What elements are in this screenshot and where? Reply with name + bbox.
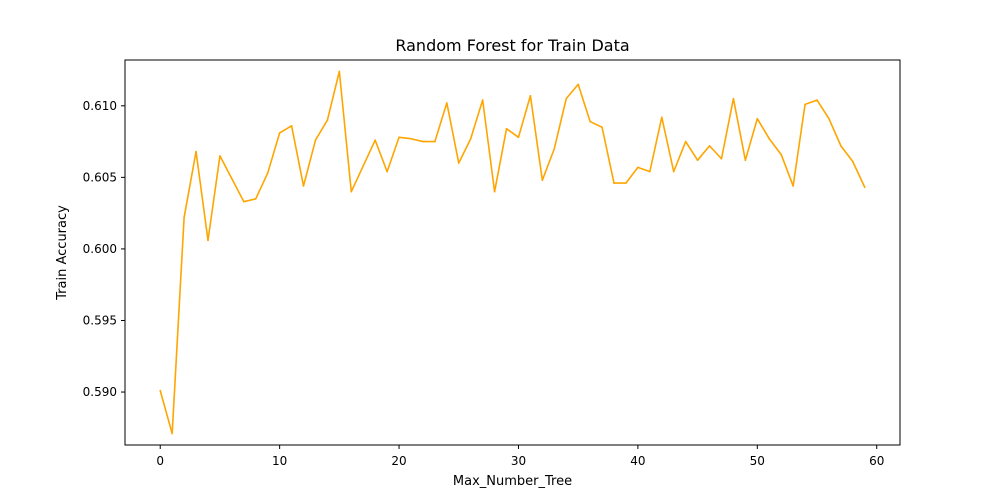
x-tick-label: 10 (272, 454, 287, 468)
data-point (780, 153, 782, 156)
data-point (768, 137, 771, 140)
y-tick-label: 0.595 (83, 313, 117, 327)
data-point (493, 190, 496, 193)
chart-title: Random Forest for Train Data (395, 36, 629, 55)
data-point (266, 172, 269, 174)
x-tick-label: 20 (391, 454, 406, 468)
data-point (314, 139, 317, 141)
data-point (243, 200, 245, 203)
data-point (756, 117, 759, 120)
data-point (708, 145, 711, 147)
data-point (362, 165, 365, 167)
data-point (863, 186, 866, 189)
series-line-0 (159, 70, 866, 435)
data-point (553, 147, 556, 150)
data-point (816, 99, 818, 101)
plot-area (159, 70, 866, 435)
data-point (637, 166, 639, 169)
data-point (374, 139, 376, 141)
data-point (577, 83, 579, 86)
data-point (422, 140, 424, 143)
data-point (696, 159, 699, 161)
x-tick-label: 30 (511, 454, 526, 468)
x-tick-label: 0 (156, 454, 164, 468)
data-point (171, 432, 173, 435)
data-point (732, 97, 735, 100)
y-tick-label: 0.610 (83, 99, 117, 113)
x-axis: 0 10 20 30 40 50 60 (156, 445, 884, 468)
data-point (326, 119, 329, 121)
data-point (601, 126, 603, 129)
x-tick-label: 60 (869, 454, 884, 468)
y-axis-label: Train Accuracy (55, 205, 70, 301)
data-point (350, 190, 353, 193)
data-point (302, 185, 305, 187)
data-point (219, 155, 221, 157)
data-point (649, 170, 651, 173)
data-point (434, 140, 436, 143)
data-point (195, 150, 197, 153)
data-point (852, 160, 854, 163)
data-point (410, 137, 412, 140)
y-tick-label: 0.605 (83, 170, 117, 184)
data-point (338, 70, 341, 73)
data-point (183, 216, 185, 219)
axes-frame (124, 59, 901, 446)
data-point (828, 117, 830, 120)
data-point (446, 102, 448, 104)
data-point (481, 99, 484, 101)
data-point (660, 116, 663, 119)
data-point (565, 97, 568, 100)
data-point (254, 198, 257, 200)
data-point (290, 125, 293, 127)
y-tick-label: 0.590 (83, 385, 117, 399)
data-point (517, 136, 520, 139)
data-point (792, 185, 794, 187)
data-point (720, 157, 723, 160)
data-point (231, 177, 233, 180)
data-point (613, 182, 615, 184)
data-point (589, 120, 591, 123)
data-point (744, 159, 747, 161)
data-point (469, 137, 472, 140)
data-point (672, 170, 675, 173)
x-tick-label: 40 (630, 454, 645, 468)
data-point (804, 103, 806, 106)
data-point (505, 127, 508, 130)
data-point (386, 170, 388, 173)
y-axis: 0.590 0.595 0.600 0.605 0.610 (83, 99, 125, 399)
data-point (541, 179, 544, 182)
data-point (398, 136, 400, 139)
data-point (457, 162, 460, 164)
data-point (278, 132, 281, 134)
x-axis-label: Max_Number_Tree (453, 474, 572, 489)
data-point (207, 239, 209, 242)
x-tick-label: 50 (750, 454, 765, 468)
data-point (625, 182, 627, 184)
data-point (840, 145, 842, 147)
data-point (684, 140, 687, 143)
data-point (529, 94, 532, 97)
data-point (159, 389, 162, 392)
y-tick-label: 0.600 (83, 242, 117, 256)
